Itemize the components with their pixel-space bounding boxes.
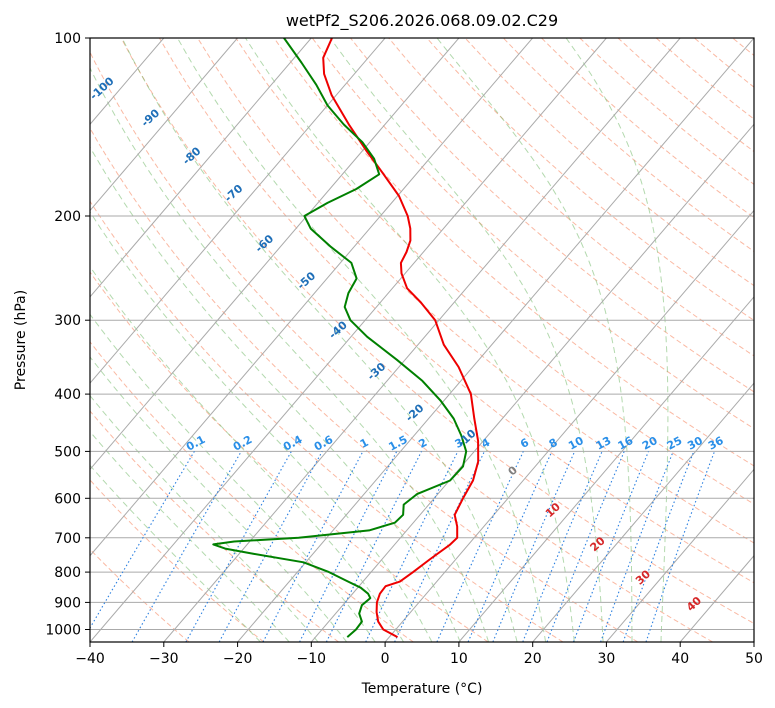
mixing-ratio-line	[185, 451, 292, 642]
dry-adiabat-line	[120, 38, 754, 625]
x-tick-label: −40	[75, 651, 105, 667]
moist-adiabat-line	[245, 38, 575, 642]
mixing-ratio-line	[436, 451, 524, 642]
x-tick-label: 40	[671, 651, 689, 667]
mixing-ratio-line	[645, 451, 716, 642]
isotherm-line	[532, 382, 754, 642]
y-axis-label: Pressure (hPa)	[13, 290, 29, 390]
y-tick-label: 100	[54, 31, 81, 47]
dry-adiabat-line	[311, 38, 754, 430]
y-axis: 1000 900 800 700 600 500 400 300 200 100	[45, 31, 90, 639]
moist-adiabat-line	[177, 38, 547, 642]
mixing-ratio-line	[546, 451, 625, 642]
mixing-ratio-line	[622, 451, 695, 642]
moist-adiabat-line	[90, 66, 490, 642]
mixing-ratio-label: 10	[566, 434, 586, 453]
isotherm-line	[606, 468, 754, 642]
mixing-ratio-line	[325, 451, 422, 642]
x-tick-label: −20	[223, 651, 253, 667]
isotherm-line	[90, 38, 533, 557]
x-tick-label: −10	[297, 651, 327, 667]
moist-adiabat-line	[329, 38, 604, 642]
isotherm-line	[237, 38, 754, 642]
dewpoint-line	[212, 38, 468, 638]
profile-lines	[212, 38, 480, 638]
temperature-line	[322, 38, 480, 638]
mixing-ratio-line	[492, 451, 576, 642]
mixing-ratio-line	[572, 451, 650, 642]
mixing-ratio-line	[522, 451, 603, 642]
mixing-ratio-label: 30	[685, 434, 705, 453]
y-tick-label: 600	[54, 491, 81, 507]
x-axis-label: Temperature (°C)	[361, 681, 483, 697]
moist-adiabat-line	[90, 210, 433, 642]
moist-adiabat-line	[90, 146, 461, 642]
mixing-ratio-line	[600, 451, 674, 642]
x-tick-label: 50	[745, 651, 763, 667]
isotherm-line	[90, 38, 607, 642]
y-tick-label: 500	[54, 444, 81, 460]
isotherm-line	[90, 38, 312, 298]
moist-adiabat-line	[90, 265, 405, 642]
dry-adiabat-line	[90, 479, 265, 642]
y-tick-label: 200	[54, 209, 81, 225]
mixing-ratio-label: 25	[665, 434, 685, 453]
mixing-ratio-label: 16	[616, 434, 636, 453]
isotherm-line	[310, 123, 754, 642]
y-tick-label: 1000	[45, 623, 81, 639]
dry-adiabat-line	[273, 38, 754, 467]
y-tick-label: 400	[54, 387, 81, 403]
isotherm-line	[90, 38, 460, 471]
dry-adiabat-line	[90, 410, 339, 642]
y-tick-label: 300	[54, 313, 81, 329]
moist-adiabat-line	[90, 356, 348, 642]
chart-title: wetPf2_S206.2026.068.09.02.C29	[286, 11, 558, 31]
y-tick-label: 900	[54, 595, 81, 611]
isotherm-line	[90, 38, 386, 384]
mixing-ratio-line	[218, 451, 323, 642]
dry-adiabat-line	[388, 38, 754, 357]
mixing-ratio-label: 36	[706, 434, 726, 453]
moist-adiabat-line	[90, 394, 319, 642]
moist-adiabat-line	[90, 430, 290, 642]
isotherm-line	[384, 209, 754, 642]
moist-adiabat-line	[90, 313, 376, 642]
moist-adiabat-line	[436, 38, 633, 642]
mixing-ratio-label: 20	[640, 434, 660, 453]
dry-adiabat-line	[464, 38, 754, 287]
mixing-ratio-line	[299, 451, 398, 642]
background-lines	[90, 38, 754, 642]
x-tick-label: 0	[381, 651, 390, 667]
dry-adiabat-line	[158, 38, 754, 584]
x-tick-label: 30	[597, 651, 615, 667]
dry-adiabat-line	[90, 271, 489, 642]
moist-adiabat-line	[565, 38, 669, 642]
isotherm-line	[90, 38, 238, 212]
isotherm-line	[458, 296, 754, 642]
dry-adiabat-line	[90, 200, 564, 642]
x-tick-label: −30	[149, 651, 179, 667]
dry-adiabat-line	[426, 38, 754, 322]
x-tick-label: 10	[450, 651, 468, 667]
moist-adiabat-line	[121, 38, 518, 642]
dry-adiabat-line	[235, 38, 754, 505]
mixing-ratio-line	[467, 451, 553, 642]
x-tick-label: 20	[524, 651, 542, 667]
y-tick-label: 800	[54, 565, 81, 581]
y-tick-label: 700	[54, 531, 81, 547]
plot-frame	[89, 37, 755, 643]
mixing-ratio-label: 13	[594, 434, 614, 453]
x-axis: −40 −30 −20 −10 0 10 20 30 40 50	[75, 642, 763, 667]
